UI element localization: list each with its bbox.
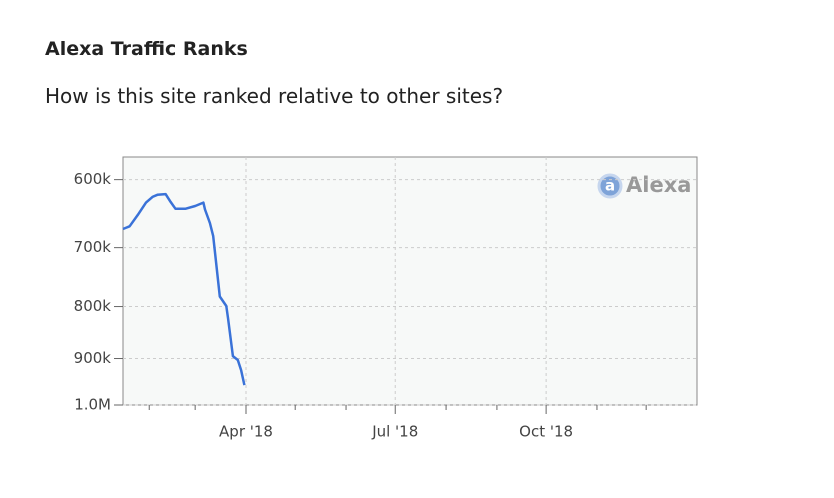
watermark: Alexa <box>626 173 691 197</box>
x-tick-label: Apr '18 <box>219 423 273 441</box>
watermark-logo <box>597 173 623 199</box>
x-tick-label: Jul '18 <box>371 423 418 441</box>
y-tick-label: 600k <box>74 170 112 188</box>
watermark-icon: a <box>605 177 615 195</box>
section-title: Alexa Traffic Ranks <box>45 38 248 60</box>
y-tick-label: 1.0M <box>74 396 111 414</box>
x-tick-label: Oct '18 <box>519 423 573 441</box>
y-tick-label: 900k <box>74 349 112 367</box>
y-tick-label: 700k <box>74 238 112 256</box>
y-tick-label: 800k <box>74 297 112 315</box>
series-line <box>122 192 246 386</box>
section-subtitle: How is this site ranked relative to othe… <box>45 84 504 108</box>
